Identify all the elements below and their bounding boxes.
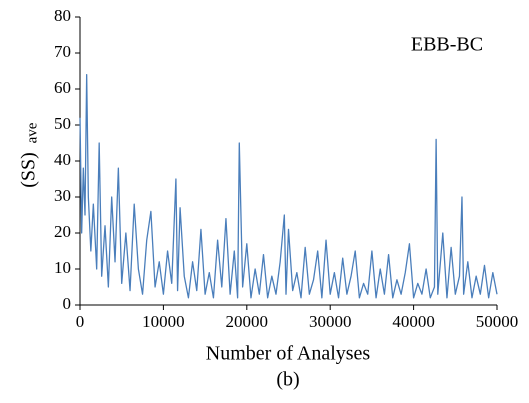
y-tick-label: 70 <box>54 42 71 61</box>
y-tick-label: 10 <box>54 258 71 277</box>
x-tick-label: 50000 <box>476 312 519 331</box>
x-tick-label: 10000 <box>142 312 185 331</box>
y-tick-label: 60 <box>54 78 71 97</box>
x-tick-label: 30000 <box>309 312 352 331</box>
x-tick-label: 40000 <box>392 312 435 331</box>
y-tick-label: 50 <box>54 114 71 133</box>
y-tick-label: 0 <box>63 294 72 313</box>
y-tick-label: 30 <box>54 186 71 205</box>
annotation: EBB-BC <box>411 34 483 56</box>
x-tick-label: 20000 <box>226 312 269 331</box>
y-axis-label-sub: ave <box>24 122 40 143</box>
y-tick-label: 20 <box>54 222 71 241</box>
y-tick-label: 80 <box>54 6 71 25</box>
y-axis-label-main: (SS) <box>18 152 40 188</box>
data-line <box>79 73 498 299</box>
y-tick-label: 40 <box>54 150 71 169</box>
x-tick-label: 0 <box>76 312 85 331</box>
y-axis-label: (SS) ave <box>18 122 41 188</box>
caption: (b) <box>276 369 299 391</box>
x-axis-label: Number of Analyses <box>206 343 371 365</box>
